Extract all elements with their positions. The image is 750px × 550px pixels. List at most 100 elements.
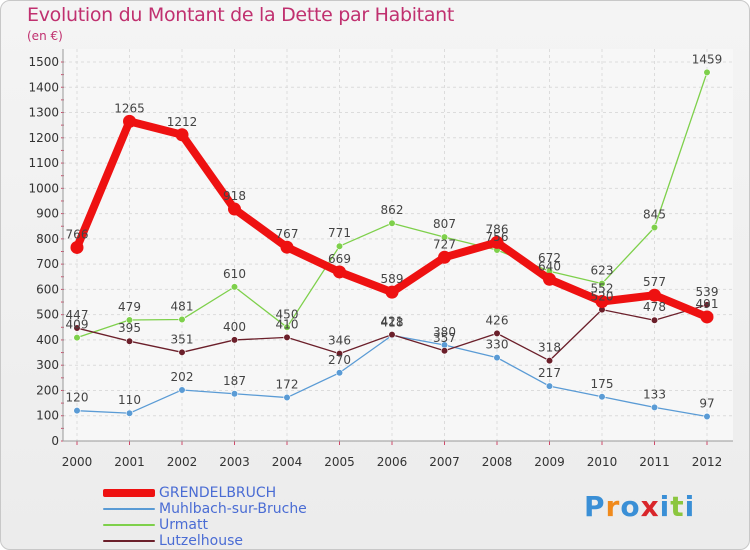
- data-point-muhlbach-sur-bruche: [493, 354, 501, 362]
- data-label-muhlbach-sur-bruche: 330: [486, 338, 509, 352]
- data-point-muhlbach-sur-bruche: [545, 382, 554, 390]
- data-point-muhlbach-sur-bruche: [335, 369, 344, 377]
- data-point-grendelbruch: [595, 295, 609, 309]
- x-tick-label: 2001: [114, 455, 145, 469]
- legend-item-urmatt: Urmatt: [103, 517, 307, 533]
- data-label-muhlbach-sur-bruche: 217: [538, 366, 561, 380]
- data-label-muhlbach-sur-bruche: 202: [171, 370, 194, 384]
- data-point-muhlbach-sur-bruche: [598, 393, 606, 401]
- data-label-muhlbach-sur-bruche: 97: [699, 396, 714, 410]
- x-tick-label: 2010: [587, 455, 618, 469]
- data-label-urmatt: 450: [276, 307, 299, 321]
- data-point-grendelbruch: [490, 235, 504, 249]
- data-label-urmatt: 845: [643, 207, 666, 221]
- legend-swatch-lutzelhouse: [103, 540, 155, 542]
- legend-item-grendelbruch: GRENDELBRUCH: [103, 485, 307, 501]
- data-point-lutzelhouse: [650, 316, 659, 324]
- logo-letter: o: [620, 490, 641, 523]
- data-point-grendelbruch: [648, 288, 661, 302]
- legend-label-lutzelhouse: Lutzelhouse: [159, 533, 243, 549]
- data-point-urmatt: [178, 315, 186, 324]
- data-label-lutzelhouse: 447: [66, 308, 89, 322]
- data-point-lutzelhouse: [440, 347, 449, 355]
- data-label-grendelbruch: 766: [66, 227, 89, 241]
- legend-label-muhlbach: Muhlbach-sur-Bruche: [159, 501, 307, 517]
- data-point-lutzelhouse: [493, 329, 501, 337]
- data-label-lutzelhouse: 410: [276, 317, 299, 331]
- data-point-urmatt: [703, 68, 711, 76]
- data-point-muhlbach-sur-bruche: [178, 386, 186, 394]
- y-tick-label: 1300: [28, 106, 59, 120]
- legend-swatch-muhlbach: [103, 508, 155, 510]
- x-tick-label: 2006: [377, 455, 408, 469]
- data-label-grendelbruch: 786: [486, 222, 509, 236]
- data-point-urmatt: [335, 242, 344, 250]
- data-point-grendelbruch: [175, 128, 189, 142]
- data-label-grendelbruch: 1212: [167, 115, 198, 129]
- data-label-lutzelhouse: 318: [538, 341, 561, 355]
- data-label-grendelbruch: 552: [591, 282, 614, 296]
- chart-legend: GRENDELBRUCH Muhlbach-sur-Bruche Urmatt …: [103, 485, 307, 549]
- data-label-grendelbruch: 640: [538, 259, 561, 273]
- legend-swatch-urmatt: [103, 524, 155, 526]
- proxiti-logo: Proxiti: [584, 490, 695, 523]
- data-point-lutzelhouse: [283, 333, 291, 342]
- data-label-grendelbruch: 669: [328, 252, 351, 266]
- data-label-grendelbruch: 918: [223, 189, 246, 203]
- legend-item-lutzelhouse: Lutzelhouse: [103, 533, 307, 549]
- data-label-urmatt: 409: [66, 318, 89, 332]
- data-point-lutzelhouse: [178, 348, 186, 356]
- y-tick-label: 1400: [28, 80, 59, 94]
- y-tick-label: 1500: [28, 55, 59, 69]
- y-tick-label: 0: [51, 434, 59, 448]
- data-point-grendelbruch: [70, 240, 84, 254]
- data-point-lutzelhouse: [230, 336, 239, 344]
- x-tick-label: 2003: [219, 455, 250, 469]
- data-label-urmatt: 807: [433, 217, 456, 231]
- data-point-lutzelhouse: [73, 324, 81, 332]
- data-label-lutzelhouse: 400: [223, 320, 246, 334]
- data-label-lutzelhouse: 421: [381, 315, 404, 329]
- data-label-lutzelhouse: 395: [118, 321, 141, 335]
- data-point-muhlbach-sur-bruche: [283, 393, 291, 402]
- data-point-grendelbruch: [123, 114, 136, 128]
- data-point-muhlbach-sur-bruche: [230, 390, 239, 398]
- x-tick-label: 2009: [534, 455, 565, 469]
- data-label-lutzelhouse: 426: [486, 313, 509, 327]
- logo-letter: i: [659, 490, 671, 523]
- legend-item-muhlbach: Muhlbach-sur-Bruche: [103, 501, 307, 517]
- data-label-urmatt: 756: [486, 230, 509, 244]
- data-label-lutzelhouse: 539: [696, 285, 719, 299]
- data-label-grendelbruch: 491: [696, 297, 719, 311]
- data-label-urmatt: 862: [381, 203, 404, 217]
- y-tick-label: 500: [36, 308, 59, 322]
- data-point-urmatt: [73, 334, 81, 342]
- data-point-grendelbruch: [700, 310, 714, 324]
- data-label-urmatt: 481: [171, 299, 194, 313]
- data-label-urmatt: 479: [118, 300, 141, 314]
- data-point-urmatt: [440, 233, 449, 241]
- y-tick-label: 100: [36, 409, 59, 423]
- legend-swatch-grendelbruch: [103, 489, 155, 497]
- data-point-urmatt: [125, 316, 134, 324]
- logo-letter: P: [584, 490, 606, 523]
- x-tick-label: 2004: [272, 455, 303, 469]
- chart-unit-label: (en €): [27, 29, 63, 43]
- data-label-muhlbach-sur-bruche: 133: [643, 387, 666, 401]
- data-label-urmatt: 610: [223, 267, 246, 281]
- data-label-grendelbruch: 767: [276, 227, 299, 241]
- legend-label-urmatt: Urmatt: [159, 517, 208, 533]
- data-point-muhlbach-sur-bruche: [73, 407, 81, 415]
- x-tick-label: 2007: [429, 455, 460, 469]
- data-label-muhlbach-sur-bruche: 270: [328, 353, 351, 367]
- data-point-lutzelhouse: [335, 349, 344, 358]
- chart-title: Evolution du Montant de la Dette par Hab…: [27, 4, 455, 26]
- data-point-urmatt: [388, 219, 396, 227]
- data-label-urmatt: 623: [591, 264, 614, 278]
- data-label-grendelbruch: 589: [381, 272, 404, 286]
- logo-letter: i: [684, 490, 696, 523]
- y-tick-label: 900: [36, 207, 59, 221]
- x-tick-label: 2005: [324, 455, 355, 469]
- logo-letter: r: [605, 490, 621, 523]
